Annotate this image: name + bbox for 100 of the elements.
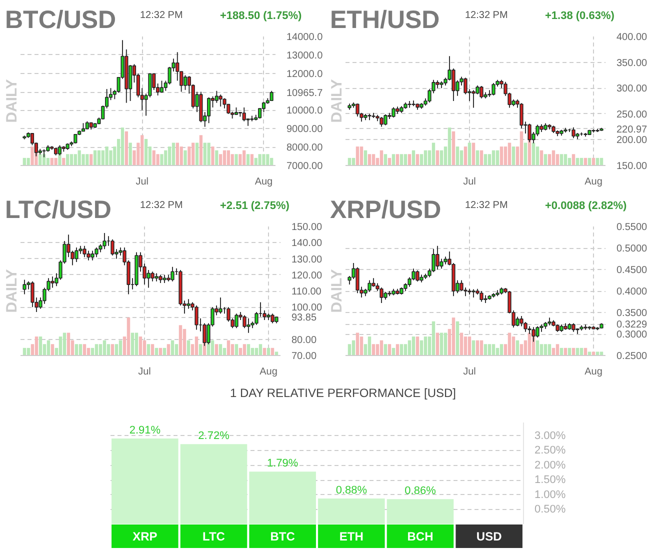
x-tick-label: BTC bbox=[270, 530, 296, 544]
bar bbox=[432, 321, 436, 356]
bar bbox=[194, 336, 198, 356]
candlestick bbox=[218, 296, 222, 314]
bar bbox=[144, 138, 148, 166]
x-tick-label: BCH bbox=[407, 530, 434, 544]
bar bbox=[360, 146, 364, 166]
candlestick bbox=[536, 326, 540, 338]
bar bbox=[222, 150, 226, 166]
bar bbox=[180, 146, 183, 166]
y-tick-label: 14000.0 bbox=[286, 32, 324, 43]
bar bbox=[58, 154, 62, 166]
bar bbox=[78, 344, 82, 356]
bar bbox=[472, 142, 476, 166]
bar bbox=[452, 131, 456, 166]
text: +0.0088 (2.82%) bbox=[545, 199, 627, 214]
y-tick-label: 0.3500 bbox=[616, 308, 648, 319]
bar bbox=[536, 146, 540, 166]
bar bbox=[38, 336, 42, 356]
bar bbox=[440, 332, 444, 356]
candlestick bbox=[242, 314, 246, 329]
bar bbox=[66, 154, 70, 166]
bar bbox=[436, 150, 440, 166]
bar bbox=[488, 154, 492, 166]
candlestick bbox=[368, 280, 372, 292]
bar bbox=[266, 154, 270, 166]
candlestick bbox=[384, 114, 388, 126]
candlestick bbox=[102, 232, 106, 250]
bar bbox=[528, 332, 532, 356]
bar bbox=[416, 336, 420, 356]
bar bbox=[199, 135, 203, 166]
bar bbox=[203, 142, 206, 166]
bar bbox=[396, 344, 400, 356]
candlestick bbox=[150, 271, 154, 282]
candlestick bbox=[218, 94, 222, 108]
x-tick-label: Jul bbox=[463, 366, 476, 378]
candlestick bbox=[90, 250, 94, 261]
data-label: 0.88% bbox=[336, 484, 368, 496]
bar bbox=[404, 154, 408, 166]
bar bbox=[372, 154, 376, 166]
y-tick-label: 0.3229 bbox=[616, 320, 648, 331]
x-tick-label: Jul bbox=[463, 176, 476, 188]
candlestick bbox=[356, 266, 360, 294]
bar bbox=[452, 318, 456, 356]
candlestick bbox=[74, 134, 78, 144]
bar bbox=[214, 344, 218, 356]
bar bbox=[211, 146, 214, 166]
bar bbox=[448, 128, 452, 166]
bar bbox=[564, 154, 568, 166]
bar bbox=[436, 332, 440, 356]
y-tick-label: 300.00 bbox=[616, 84, 648, 95]
candlestick bbox=[572, 126, 576, 139]
bar bbox=[348, 344, 352, 356]
chart-subtitle: 12:32 PM bbox=[465, 9, 508, 23]
candlestick bbox=[270, 313, 274, 324]
bar bbox=[544, 154, 548, 166]
y-tick-label: 13000.0 bbox=[286, 50, 324, 62]
bar bbox=[484, 344, 488, 356]
bar bbox=[198, 344, 202, 356]
y-tick-label: 70.00 bbox=[292, 351, 317, 362]
candlestick bbox=[436, 245, 440, 270]
candlestick bbox=[110, 238, 114, 256]
bar bbox=[532, 142, 536, 166]
bar bbox=[101, 150, 104, 166]
data-label: 2.91% bbox=[129, 424, 161, 436]
candlestick bbox=[492, 82, 496, 96]
bar bbox=[468, 142, 472, 166]
text: +1.38 (0.63%) bbox=[545, 9, 614, 24]
bar bbox=[460, 332, 464, 356]
candlestick bbox=[480, 290, 484, 302]
chart-title: ETH/USD bbox=[330, 5, 440, 35]
bar bbox=[500, 344, 504, 356]
bar bbox=[150, 344, 154, 356]
bar bbox=[388, 344, 392, 356]
bar bbox=[102, 340, 106, 356]
bar bbox=[78, 150, 81, 166]
bar bbox=[230, 344, 234, 356]
bar bbox=[184, 150, 187, 166]
bar bbox=[468, 336, 472, 356]
y-tick-label: 0.5000 bbox=[616, 244, 648, 254]
y-tick-label: 250.00 bbox=[616, 109, 648, 120]
bar bbox=[172, 142, 176, 166]
y-tick-label: 200.00 bbox=[616, 135, 648, 146]
bar bbox=[552, 150, 556, 166]
bar bbox=[105, 146, 108, 166]
y-tick-label: 2.50% bbox=[534, 444, 566, 457]
bar bbox=[234, 154, 238, 166]
bar bbox=[524, 142, 528, 166]
chart-title: BTC/USD bbox=[5, 5, 116, 35]
candlestick bbox=[416, 270, 420, 282]
candlestick bbox=[30, 280, 34, 308]
y-tick-label: 130.00 bbox=[292, 254, 323, 266]
bar bbox=[109, 150, 112, 166]
bar bbox=[164, 150, 168, 166]
bar bbox=[242, 344, 246, 356]
x-tick-label: Aug bbox=[260, 366, 278, 378]
bar bbox=[492, 344, 496, 356]
candlestick bbox=[432, 248, 436, 273]
candlestick bbox=[74, 246, 78, 262]
candlestick bbox=[234, 313, 238, 329]
